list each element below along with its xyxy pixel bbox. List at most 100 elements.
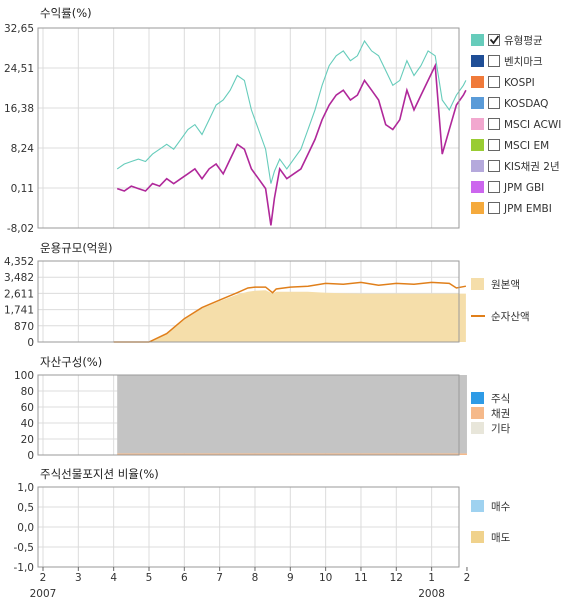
y-tick-label: 4,352 [4,256,34,268]
legend-swatch [471,422,484,434]
x-tick-label: 10 [319,572,332,584]
legend-item: 매수 [471,500,511,513]
legend-item: 원본액 [471,278,520,291]
legend-label: 순자산액 [491,311,530,323]
net-asset-line [113,281,467,343]
legend-item[interactable]: JPM EMBI [471,202,552,215]
legend-item: 채권 [471,407,510,420]
legend-checkbox[interactable] [488,97,500,109]
legend-label: 매도 [491,532,511,544]
y-tick-label: 3,482 [4,272,34,284]
legend-label: KOSPI [504,77,535,89]
composition-area-2 [117,453,467,455]
legend-item[interactable]: KOSDAQ [471,97,548,110]
legend-label: KOSDAQ [504,98,548,110]
legend-swatch [471,76,484,88]
legend-checkbox[interactable] [488,76,500,88]
legend-label: 벤치마크 [504,56,543,68]
y-tick-label: 0 [27,337,34,349]
plot-frame [37,27,460,229]
legend-label: 매수 [491,501,511,513]
plot-frame [37,260,460,343]
legend-swatch [471,97,484,109]
legend-swatch [471,139,484,151]
x-tick-label: 9 [287,572,294,584]
legend-label: 주식 [491,393,510,405]
y-tick-label: 0,11 [11,183,34,195]
y-tick-label: -1,0 [14,562,35,574]
y-tick-label: 60 [21,402,34,414]
legend-checkbox[interactable] [488,55,500,67]
legend-label: JPM GBI [503,182,544,194]
panel-title: 수익률(%) [40,6,92,20]
legend-item: 매도 [471,531,511,544]
legend-item[interactable]: KOSPI [471,76,535,89]
legend-checkbox[interactable] [488,181,500,193]
y-tick-label: 100 [14,370,34,382]
chart-panel-1: 수익률(%) 32,65 24,51 16,38 8,24 0,11 -8,02 유형평균벤치… [4,6,561,235]
legend-swatch [471,34,484,46]
y-tick-label: 32,65 [4,23,34,35]
series-line-fund [116,62,467,226]
legend-label: 기타 [491,423,511,435]
legend-label: JPM EMBI [503,203,552,215]
legend-label: 유형평균 [504,35,543,47]
x-tick-label: 2 [40,572,47,584]
legend-swatch [471,118,484,130]
y-tick-label: 0 [27,450,34,462]
legend-item: 주식 [471,392,510,405]
y-tick-label: 8,24 [11,143,35,155]
x-tick-label: 11 [354,572,367,584]
legend-swatch [471,278,484,290]
legend-item[interactable]: KIS채권 2년 [471,160,560,173]
legend-label: MSCI ACWI [504,119,561,131]
legend-item[interactable]: 유형평균 [471,34,543,47]
x-tick-label: 4 [110,572,117,584]
y-tick-label: 0,0 [17,522,34,534]
plot-frame [37,374,460,456]
legend-item: 순자산액 [471,311,530,323]
y-tick-label: 80 [21,386,34,398]
y-tick-label: 870 [14,321,34,333]
y-tick-label: 40 [21,418,34,430]
x-tick-label: 1 [428,572,435,584]
legend-swatch [471,160,484,172]
plot-frame [37,486,460,568]
x-year-label: 2007 [30,588,57,600]
y-tick-label: -8,02 [7,223,34,235]
x-tick-label: 12 [390,572,403,584]
x-tick-label: 3 [75,572,82,584]
y-tick-label: 1,0 [17,482,34,494]
legend-swatch [471,500,484,512]
y-tick-label: 16,38 [4,103,34,115]
legend-swatch [471,392,484,404]
legend-item[interactable]: MSCI ACWI [471,118,561,131]
legend-swatch [471,407,484,419]
composition-area-3 [117,375,467,454]
y-tick-label: 20 [21,434,34,446]
legend-item[interactable]: JPM GBI [471,181,544,194]
legend-item[interactable]: 벤치마크 [471,55,543,68]
legend-checkbox[interactable] [488,160,500,172]
legend-checkbox[interactable] [488,34,500,46]
y-tick-label: -0,5 [14,542,35,554]
x-tick-label: 6 [181,572,188,584]
legend-checkbox[interactable] [488,118,500,130]
legend-swatch [471,531,484,543]
y-tick-label: 24,51 [4,63,34,75]
y-tick-label: 2,611 [4,288,34,300]
check-icon [489,35,500,45]
legend-item[interactable]: MSCI EM [471,139,549,152]
legend-swatch [471,181,484,193]
panel-title: 운용규모(억원) [40,241,112,255]
x-tick-label: 7 [216,572,223,584]
series-line-type-average [116,39,467,184]
plot-area [38,28,459,228]
legend-checkbox[interactable] [488,139,500,151]
y-tick-label: 1,741 [4,305,34,317]
legend-checkbox[interactable] [488,202,500,214]
